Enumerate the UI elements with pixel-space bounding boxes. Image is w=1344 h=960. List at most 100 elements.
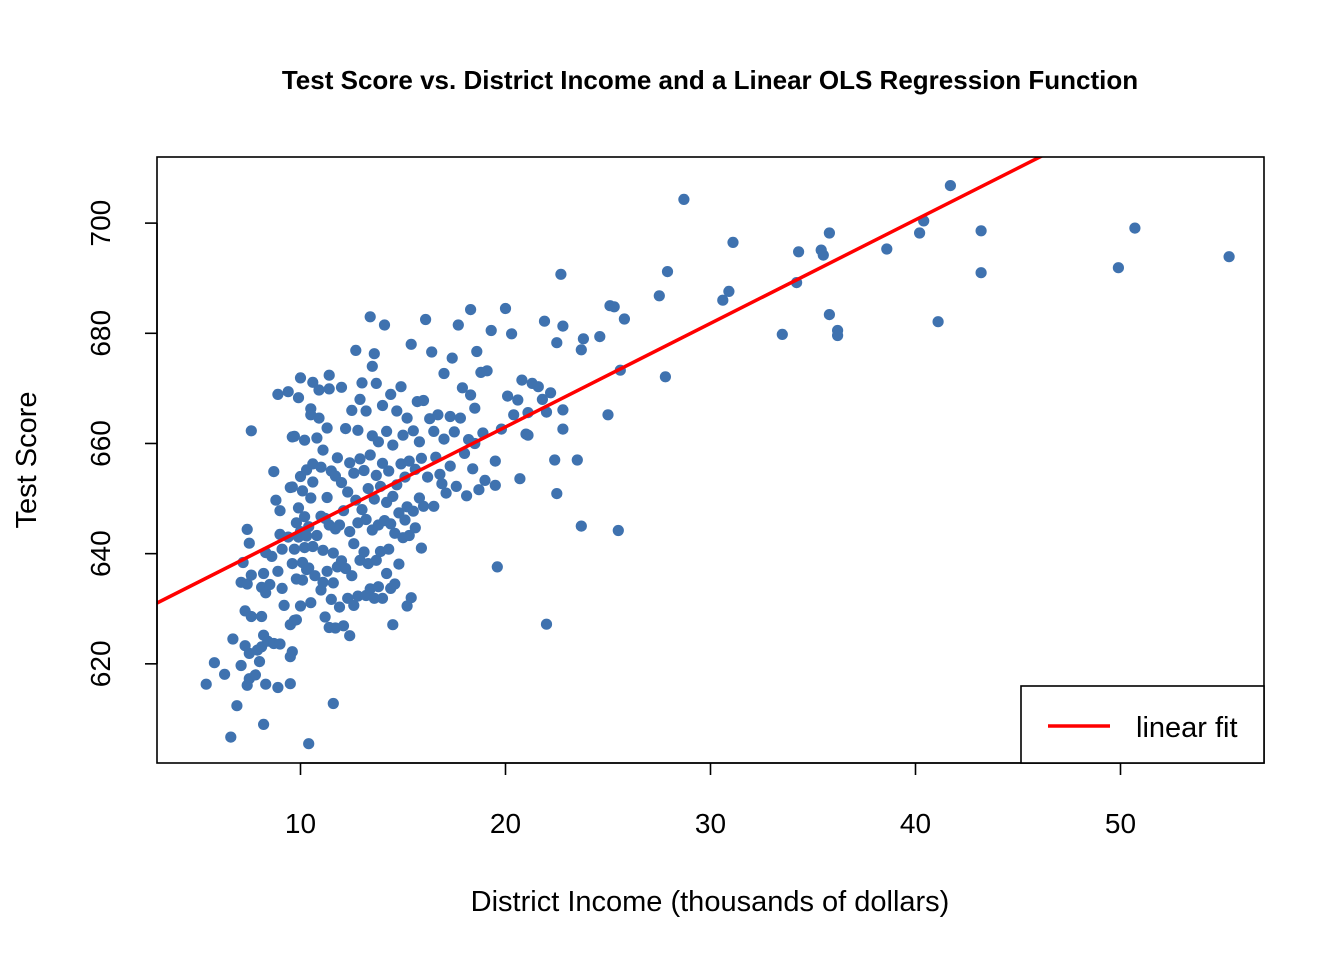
data-point xyxy=(502,390,514,402)
data-point xyxy=(405,338,417,350)
x-axis-label: District Income (thousands of dollars) xyxy=(471,886,950,918)
data-point xyxy=(522,429,534,441)
data-point xyxy=(551,488,563,500)
data-point xyxy=(364,311,376,323)
data-point xyxy=(299,434,311,446)
data-point xyxy=(618,313,631,325)
data-point xyxy=(219,668,231,680)
data-point xyxy=(446,352,458,364)
data-point xyxy=(540,618,553,630)
data-point xyxy=(506,328,518,340)
data-point xyxy=(296,485,309,497)
data-point xyxy=(327,697,339,710)
data-point xyxy=(387,490,399,502)
data-point xyxy=(401,412,413,424)
data-point xyxy=(344,526,356,538)
data-point xyxy=(354,453,366,465)
data-point xyxy=(288,430,300,442)
data-point xyxy=(245,425,257,437)
data-point xyxy=(881,243,893,255)
data-point xyxy=(975,225,987,237)
data-point xyxy=(317,544,329,556)
data-point xyxy=(260,678,272,690)
data-point xyxy=(426,346,438,358)
data-point xyxy=(315,461,327,473)
data-point xyxy=(420,313,432,326)
data-point xyxy=(362,483,374,495)
data-point xyxy=(325,593,337,606)
data-point xyxy=(241,578,253,590)
data-point xyxy=(389,527,401,539)
data-point xyxy=(225,731,237,743)
data-point xyxy=(376,592,389,604)
data-point xyxy=(413,492,425,504)
data-point xyxy=(776,328,788,340)
data-point xyxy=(467,463,479,475)
data-point xyxy=(489,455,501,467)
data-point xyxy=(1112,262,1124,274)
data-point xyxy=(241,523,253,536)
data-point xyxy=(461,490,473,502)
data-point xyxy=(268,466,280,478)
data-point xyxy=(1223,251,1235,263)
data-point xyxy=(465,389,477,401)
data-point xyxy=(372,581,384,593)
data-point xyxy=(823,227,836,239)
data-point xyxy=(243,537,255,549)
data-point xyxy=(571,454,583,466)
data-point xyxy=(555,268,567,280)
data-point xyxy=(551,337,563,349)
chart-title: Test Score vs. District Income and a Lin… xyxy=(282,65,1138,95)
data-point xyxy=(422,471,434,483)
data-point xyxy=(256,610,268,623)
data-point xyxy=(364,449,376,461)
data-point xyxy=(608,301,620,313)
data-point xyxy=(307,376,319,388)
data-point xyxy=(469,402,481,414)
x-axis: 10 20 30 40 50 xyxy=(285,762,1136,839)
data-point xyxy=(473,484,485,496)
data-point xyxy=(428,425,440,437)
data-point xyxy=(717,294,729,306)
data-point xyxy=(299,542,311,554)
data-point xyxy=(294,600,307,612)
data-point xyxy=(385,388,397,400)
data-point xyxy=(333,519,346,531)
data-point xyxy=(245,610,257,623)
data-point xyxy=(305,492,317,504)
data-point xyxy=(292,392,305,404)
y-tick-label: 640 xyxy=(85,530,116,577)
data-point xyxy=(413,436,425,448)
data-point xyxy=(545,387,557,399)
data-point xyxy=(405,592,417,604)
data-point xyxy=(360,405,372,417)
data-point xyxy=(253,656,266,668)
legend-label: linear fit xyxy=(1136,712,1238,744)
data-point xyxy=(532,381,544,393)
data-point xyxy=(249,669,261,681)
data-point xyxy=(491,561,503,573)
data-point xyxy=(331,452,343,464)
data-point xyxy=(276,582,288,595)
x-tick-label: 20 xyxy=(490,808,521,839)
data-point xyxy=(914,227,926,239)
data-point xyxy=(346,570,358,582)
x-tick-label: 30 xyxy=(695,808,726,839)
data-point xyxy=(235,659,247,672)
data-point xyxy=(274,638,286,650)
data-point xyxy=(294,372,307,384)
data-point xyxy=(340,423,352,435)
data-point xyxy=(350,344,362,356)
data-point xyxy=(327,577,339,589)
data-point xyxy=(975,267,987,279)
data-point xyxy=(368,592,380,604)
data-point xyxy=(292,502,305,514)
data-point xyxy=(366,360,378,372)
data-point xyxy=(258,567,270,580)
data-point xyxy=(286,481,298,493)
data-point xyxy=(387,439,399,451)
data-point xyxy=(299,511,311,523)
data-point xyxy=(305,403,317,415)
data-point xyxy=(516,374,528,386)
data-point xyxy=(282,386,294,398)
